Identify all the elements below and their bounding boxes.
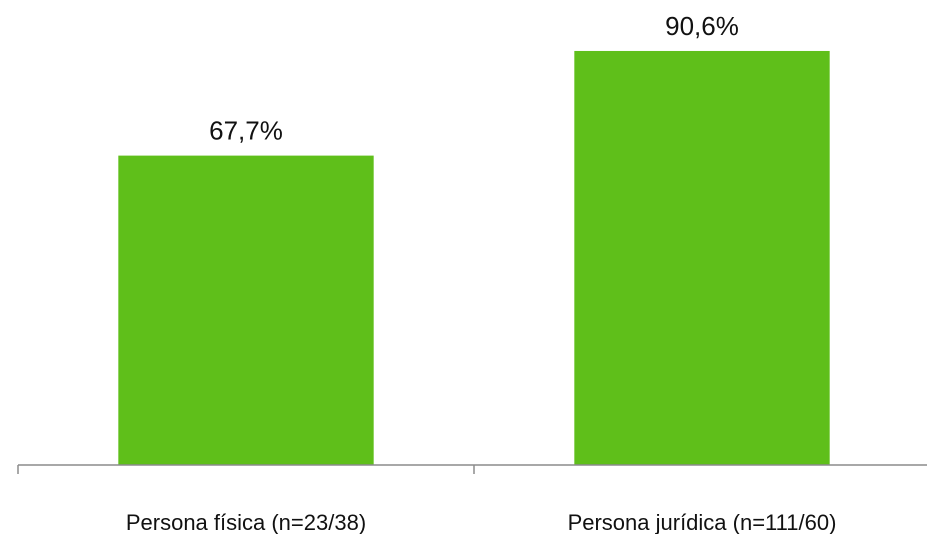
x-tick-label-2: Persona jurídica (n=111/60) [568, 510, 837, 534]
x-axis [17, 464, 927, 474]
bar-1 [118, 155, 374, 466]
x-tick-labels-layer: Persona física (n=23/38) Persona jurídica… [126, 510, 837, 535]
bar-2 [574, 50, 830, 466]
data-label-1: 67,7% [209, 116, 283, 146]
data-label-2: 90,6% [665, 11, 739, 41]
bars-layer [118, 50, 830, 466]
data-labels-layer: 67,7% 90,6% [209, 11, 739, 146]
x-tick-label-1: Persona física (n=23/38) [126, 510, 366, 534]
